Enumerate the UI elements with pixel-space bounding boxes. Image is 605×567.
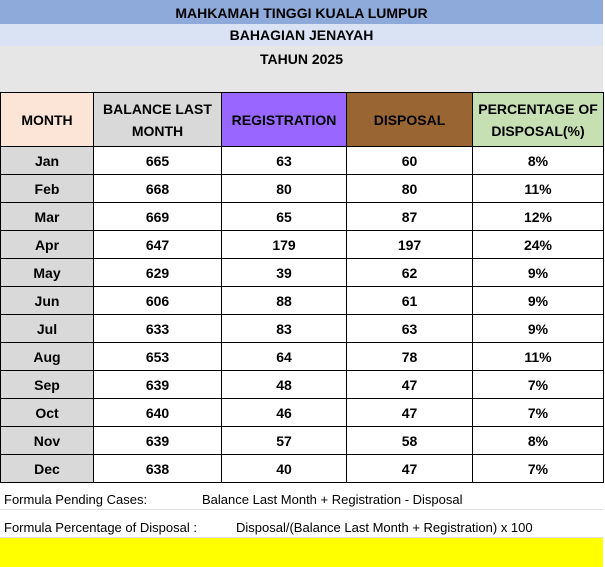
cell-balance-last-month: 669 bbox=[93, 202, 222, 231]
cell-percentage: 11% bbox=[472, 342, 604, 371]
cell-registration: 39 bbox=[221, 258, 347, 287]
cell-month: May bbox=[0, 258, 94, 287]
cell-percentage: 8% bbox=[472, 426, 604, 455]
cell-registration: 65 bbox=[221, 202, 347, 231]
cell-disposal: 47 bbox=[346, 454, 473, 483]
cell-percentage: 12% bbox=[472, 202, 604, 231]
formula-label: Formula Pending Cases: bbox=[4, 492, 148, 507]
table-row: Nov 639 57 58 8% bbox=[0, 426, 604, 455]
formula-label: Formula Percentage of Disposal : bbox=[4, 520, 197, 535]
table-row: Sep 639 48 47 7% bbox=[0, 370, 604, 399]
table-row: Jun 606 88 61 9% bbox=[0, 286, 604, 315]
formula-value: Balance Last Month + Registration - Disp… bbox=[202, 492, 463, 507]
cell-percentage: 7% bbox=[472, 398, 604, 427]
formula-percentage: Formula Percentage of Disposal : Disposa… bbox=[0, 510, 603, 538]
disposal-table: MONTH BALANCE LAST MONTH REGISTRATION DISPO… bbox=[0, 92, 604, 483]
cell-disposal: 87 bbox=[346, 202, 473, 231]
cell-registration: 179 bbox=[221, 230, 347, 259]
cell-registration: 88 bbox=[221, 286, 347, 315]
header-month: MONTH bbox=[0, 92, 94, 147]
table-row: Jan 665 63 60 8% bbox=[0, 146, 604, 175]
cell-balance-last-month: 638 bbox=[93, 454, 222, 483]
cell-month: Jul bbox=[0, 314, 94, 343]
cell-disposal: 60 bbox=[346, 146, 473, 175]
cell-registration: 48 bbox=[221, 370, 347, 399]
cell-balance-last-month: 606 bbox=[93, 286, 222, 315]
cell-percentage: 9% bbox=[472, 286, 604, 315]
cell-month: Aug bbox=[0, 342, 94, 371]
cell-balance-last-month: 640 bbox=[93, 398, 222, 427]
cell-disposal: 63 bbox=[346, 314, 473, 343]
cell-month: Oct bbox=[0, 398, 94, 427]
table-row: Aug 653 64 78 11% bbox=[0, 342, 604, 371]
cell-percentage: 9% bbox=[472, 314, 604, 343]
cell-disposal: 80 bbox=[346, 174, 473, 203]
cell-balance-last-month: 668 bbox=[93, 174, 222, 203]
cell-month: Sep bbox=[0, 370, 94, 399]
cell-month: Apr bbox=[0, 230, 94, 259]
cell-disposal: 58 bbox=[346, 426, 473, 455]
cell-registration: 83 bbox=[221, 314, 347, 343]
cell-balance-last-month: 633 bbox=[93, 314, 222, 343]
formula-value: Disposal/(Balance Last Month + Registrat… bbox=[236, 520, 533, 535]
cell-balance-last-month: 647 bbox=[93, 230, 222, 259]
header-percentage: PERCENTAGE OF DISPOSAL(%) bbox=[472, 92, 604, 147]
header-balance-last-month: BALANCE LAST MONTH bbox=[93, 92, 222, 147]
table-row: Dec 638 40 47 7% bbox=[0, 454, 604, 483]
year-title: TAHUN 2025 bbox=[0, 46, 603, 92]
cell-disposal: 61 bbox=[346, 286, 473, 315]
cell-percentage: 9% bbox=[472, 258, 604, 287]
cell-disposal: 62 bbox=[346, 258, 473, 287]
cell-month: Jun bbox=[0, 286, 94, 315]
cell-registration: 46 bbox=[221, 398, 347, 427]
header-row: MONTH BALANCE LAST MONTH REGISTRATION DISPO… bbox=[0, 92, 604, 147]
court-title: MAHKAMAH TINGGI KUALA LUMPUR bbox=[0, 0, 603, 24]
table-row: Oct 640 46 47 7% bbox=[0, 398, 604, 427]
cell-percentage: 7% bbox=[472, 454, 604, 483]
cell-registration: 64 bbox=[221, 342, 347, 371]
cell-month: Feb bbox=[0, 174, 94, 203]
cell-disposal: 47 bbox=[346, 398, 473, 427]
cell-disposal: 78 bbox=[346, 342, 473, 371]
cell-registration: 63 bbox=[221, 146, 347, 175]
cell-disposal: 197 bbox=[346, 230, 473, 259]
cell-balance-last-month: 629 bbox=[93, 258, 222, 287]
cell-percentage: 24% bbox=[472, 230, 604, 259]
cell-balance-last-month: 639 bbox=[93, 426, 222, 455]
cell-registration: 40 bbox=[221, 454, 347, 483]
table-row: Apr 647 179 197 24% bbox=[0, 230, 604, 259]
cell-balance-last-month: 653 bbox=[93, 342, 222, 371]
cell-registration: 80 bbox=[221, 174, 347, 203]
cell-percentage: 7% bbox=[472, 370, 604, 399]
cell-percentage: 11% bbox=[472, 174, 604, 203]
table-row: Feb 668 80 80 11% bbox=[0, 174, 604, 203]
cell-disposal: 47 bbox=[346, 370, 473, 399]
formula-pending: Formula Pending Cases: Balance Last Mont… bbox=[0, 483, 603, 510]
cell-balance-last-month: 665 bbox=[93, 146, 222, 175]
cell-month: Dec bbox=[0, 454, 94, 483]
highlight-band bbox=[0, 538, 603, 567]
cell-balance-last-month: 639 bbox=[93, 370, 222, 399]
cell-month: Jan bbox=[0, 146, 94, 175]
division-title: BAHAGIAN JENAYAH bbox=[0, 24, 603, 46]
cell-month: Mar bbox=[0, 202, 94, 231]
cell-month: Nov bbox=[0, 426, 94, 455]
cell-percentage: 8% bbox=[472, 146, 604, 175]
table-row: Jul 633 83 63 9% bbox=[0, 314, 604, 343]
header-disposal: DISPOSAL bbox=[346, 92, 473, 147]
table-row: Mar 669 65 87 12% bbox=[0, 202, 604, 231]
header-registration: REGISTRATION bbox=[221, 92, 347, 147]
table-row: May 629 39 62 9% bbox=[0, 258, 604, 287]
cell-registration: 57 bbox=[221, 426, 347, 455]
